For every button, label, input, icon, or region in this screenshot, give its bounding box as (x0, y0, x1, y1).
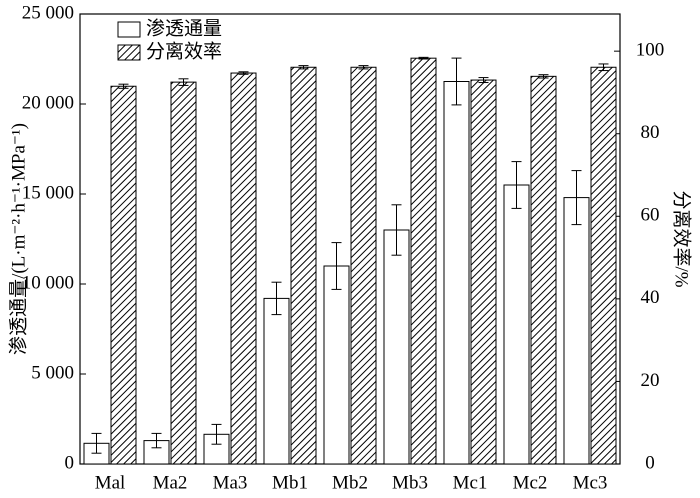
y-tick-label: 15 000 (22, 182, 74, 203)
bar (563, 197, 590, 465)
x-tick-label: Ma3 (213, 472, 248, 493)
x-tick-label: Ma2 (153, 472, 188, 493)
bar (443, 81, 470, 465)
bar (383, 229, 410, 465)
y-tick-label: 20 000 (22, 92, 74, 113)
bar (350, 66, 377, 465)
x-tick-label: Mc1 (453, 472, 488, 493)
bar (290, 66, 317, 465)
bar (410, 57, 437, 465)
bar (530, 75, 557, 465)
y-tick-label: 5 000 (31, 362, 74, 383)
y-tick-label: 10 000 (22, 272, 74, 293)
bar (170, 81, 197, 465)
plot-frame (79, 13, 621, 465)
legend-swatch (117, 44, 141, 61)
y-axis-label: 渗透通量/(L·m⁻²·h⁻¹·MPa⁻¹) (7, 123, 29, 355)
y2-tick-label: 0 (645, 452, 655, 473)
x-tick-label: Mb3 (392, 472, 428, 493)
bar (590, 66, 617, 465)
y2-axis-label: 分离效率/% (671, 190, 693, 287)
y-tick-label: 0 (65, 452, 75, 473)
bar (503, 184, 530, 465)
legend-label: 渗透通量 (146, 17, 222, 39)
bar (263, 297, 290, 465)
x-tick-label: Mb1 (272, 472, 308, 493)
x-tick-label: Mc2 (513, 472, 548, 493)
x-tick-label: Mal (95, 472, 126, 493)
y2-tick-label: 80 (641, 122, 660, 143)
bar (323, 265, 350, 465)
bar (110, 85, 137, 465)
y2-tick-label: 40 (641, 287, 660, 308)
x-tick-label: Mb2 (332, 472, 368, 493)
legend-swatch (117, 21, 141, 38)
y2-tick-label: 100 (636, 40, 665, 61)
legend-label: 分离效率 (146, 40, 222, 62)
x-tick-label: Mc3 (573, 472, 608, 493)
y-tick-label: 25 000 (22, 2, 74, 23)
bar (230, 72, 257, 465)
bar (470, 79, 497, 465)
y2-tick-label: 20 (641, 370, 660, 391)
y2-tick-label: 60 (641, 205, 660, 226)
